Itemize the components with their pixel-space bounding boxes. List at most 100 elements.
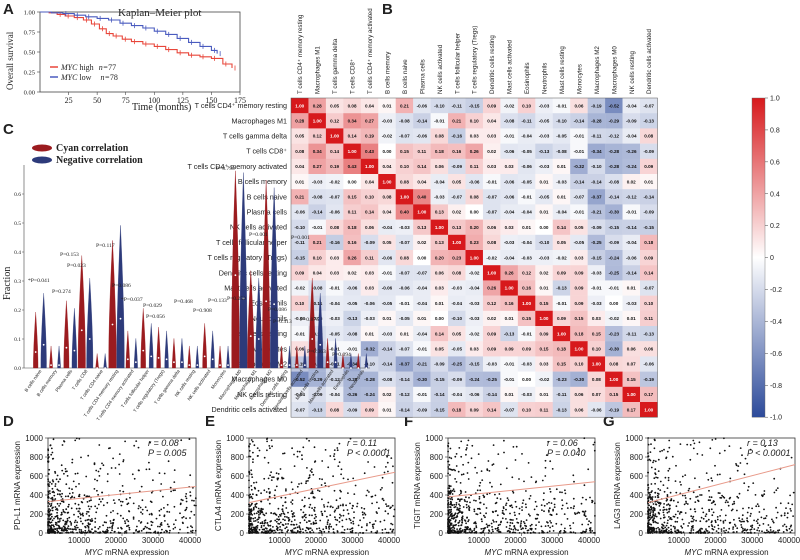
- scatter-ytick-label: 600: [231, 472, 245, 481]
- scatter-point: [359, 519, 361, 522]
- scatter-point: [758, 524, 761, 527]
- scatter-point: [699, 528, 701, 531]
- scatter-point: [360, 526, 363, 529]
- heatmap-value: 1.00: [609, 377, 618, 382]
- scatter-point: [654, 491, 657, 494]
- scatter-point: [456, 507, 459, 509]
- scatter-point: [561, 499, 563, 501]
- scatter-point: [252, 517, 255, 520]
- heatmap-cell: [465, 174, 484, 190]
- scatter-point: [113, 530, 116, 533]
- scatter-point: [471, 530, 473, 532]
- heatmap-cell: [430, 98, 449, 114]
- heatmap-value: -0.04: [434, 179, 445, 184]
- heatmap-cell: [378, 265, 396, 281]
- scatter-point: [514, 527, 516, 530]
- scatter-point: [511, 490, 514, 493]
- violin-low: [255, 278, 263, 369]
- heatmap-cell: [570, 113, 588, 129]
- heatmap-value: 0.08: [330, 407, 339, 412]
- heatmap-cell: [535, 189, 553, 205]
- scatter-point: [681, 494, 684, 497]
- scatter-xtick-label: 20000: [305, 536, 328, 545]
- scatter-point: [460, 440, 463, 443]
- scatter-point: [124, 530, 126, 533]
- heatmap-cell: [465, 143, 484, 159]
- scatter-point: [777, 531, 780, 534]
- scatter-point: [663, 508, 666, 511]
- heatmap-value: -0.10: [364, 362, 375, 367]
- heatmap-value: -0.06: [504, 179, 515, 184]
- scatter-point: [70, 531, 72, 533]
- heatmap-cell: [605, 326, 623, 342]
- heatmap-value: -0.26: [347, 392, 358, 397]
- scatter-point: [125, 530, 128, 532]
- scatter-point: [666, 487, 669, 489]
- heatmap-value: -0.07: [294, 407, 305, 412]
- heatmap-value: -0.09: [452, 377, 463, 382]
- scatter-point: [102, 504, 105, 507]
- scatter-point: [272, 526, 274, 528]
- heatmap-value: -0.06: [504, 195, 515, 200]
- scatter-point: [469, 531, 472, 534]
- scatter-point: [670, 530, 673, 533]
- violin-p-label: P=0.001: [291, 235, 310, 241]
- scatter-point: [482, 531, 485, 534]
- scatter-point: [722, 520, 725, 523]
- heatmap-cell: [378, 402, 396, 418]
- heatmap-cell: [587, 219, 606, 235]
- scatter-point: [684, 494, 686, 497]
- heatmap-cell: [430, 310, 449, 327]
- heatmap-cell: [378, 250, 396, 266]
- heatmap-cell: [430, 189, 449, 205]
- scatter-point: [351, 531, 354, 534]
- scatter-point: [691, 517, 694, 520]
- heatmap-value: 0.01: [557, 164, 566, 169]
- scatter-point: [47, 449, 50, 452]
- km-xtick-label: 25: [65, 96, 73, 105]
- scatter-point: [451, 469, 454, 471]
- scatter-point: [663, 490, 666, 493]
- scatter-ylabel: TIGIT mRNA expression: [413, 442, 422, 529]
- scatter-point: [269, 524, 272, 527]
- scatter-point: [669, 517, 672, 520]
- heatmap-value: -0.03: [399, 225, 410, 230]
- scatter-point: [65, 531, 68, 534]
- scatter-point: [51, 519, 54, 522]
- heatmap-cell: [343, 280, 361, 296]
- scatter-point: [293, 527, 295, 530]
- scatter-point: [488, 524, 491, 527]
- scatter-point: [312, 531, 315, 534]
- scatter-point: [753, 528, 756, 530]
- scatter-point: [51, 496, 54, 499]
- heatmap-cell: [517, 402, 536, 418]
- scatter-point: [284, 523, 287, 525]
- heatmap-cell: [413, 326, 431, 342]
- heatmap-value: 0.13: [452, 225, 461, 230]
- heatmap-value: -0.32: [364, 347, 375, 352]
- heatmap-value: -0.05: [556, 134, 567, 139]
- heatmap-cell: [430, 128, 449, 144]
- heatmap-value: -0.06: [382, 286, 393, 291]
- scatter-point: [307, 528, 310, 531]
- scatter-point: [542, 498, 545, 501]
- scatter-point: [105, 521, 107, 524]
- scatter-point: [449, 468, 452, 471]
- heatmap-value: 0.01: [382, 316, 391, 321]
- scatter-point: [583, 484, 586, 487]
- heatmap-value: -0.08: [382, 377, 393, 382]
- scatter-point: [545, 454, 548, 456]
- scatter-point: [657, 512, 660, 514]
- scatter-point: [248, 494, 250, 497]
- scatter-xtick-label: 20000: [504, 536, 527, 545]
- scatter-ytick-label: 0: [240, 529, 245, 538]
- heatmap-value: 0.08: [487, 240, 496, 245]
- scatter-point: [146, 522, 149, 525]
- colorbar-tick-label: 0.8: [770, 127, 780, 134]
- heatmap-value: -0.14: [399, 377, 410, 382]
- scatter-point: [478, 496, 481, 498]
- scatter-point: [145, 532, 148, 534]
- scatter-point: [591, 500, 594, 502]
- scatter-point: [761, 530, 763, 533]
